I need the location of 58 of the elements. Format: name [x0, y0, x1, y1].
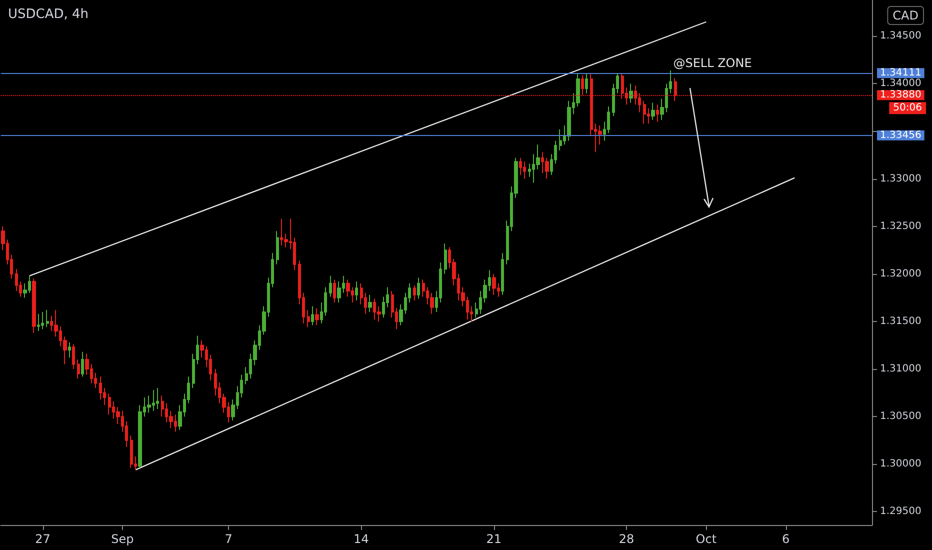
candlestick [32, 278, 36, 334]
candlestick [492, 273, 496, 296]
candlestick [643, 100, 646, 124]
y-tick-label: 1.33000 [880, 173, 922, 184]
candlestick [501, 252, 504, 296]
candlestick [72, 344, 75, 370]
candlestick [651, 102, 655, 120]
candlestick [444, 242, 447, 274]
candlestick [519, 157, 522, 176]
y-tick-label: 1.31500 [880, 316, 922, 327]
text: 50:06 [893, 102, 922, 114]
y-tick-label: 1.32500 [880, 220, 922, 232]
candlestick [46, 310, 49, 328]
candlestick [108, 393, 111, 416]
x-tick-label: Oct [696, 532, 717, 546]
x-tick-label: Sep [111, 532, 134, 546]
ref-line-label: 1.33456 [880, 130, 922, 141]
y-tick-label: 1.34000 [880, 78, 922, 90]
x-tick-label: 27 [35, 532, 50, 546]
y-tick-label: 1.31000 [880, 364, 922, 375]
candlestick [41, 311, 44, 330]
candlestick [315, 308, 319, 326]
candlestick [77, 359, 80, 380]
candlestick [329, 275, 332, 298]
y-tick-label: 1.30000 [880, 458, 922, 470]
x-tick-label: 14 [354, 532, 369, 546]
candlestick [130, 435, 133, 468]
candlestick [656, 104, 659, 122]
candlestick [523, 161, 526, 180]
text: USDCAD, 4h [8, 7, 89, 22]
candlestick [37, 313, 40, 332]
y-axis-title: CAD [892, 8, 918, 22]
candlestick [333, 279, 336, 303]
candlestick [307, 310, 310, 328]
ref-line-label: 1.34111 [880, 68, 922, 79]
ref-line-label: 1.33880 [880, 90, 922, 101]
candlestick [368, 294, 372, 312]
candlestick [68, 342, 71, 358]
y-tick-label: 1.29500 [880, 506, 922, 518]
y-tick-label: 1.32000 [880, 268, 922, 280]
x-tick-label: 21 [486, 532, 502, 546]
candlestick [559, 128, 562, 151]
candlestick [413, 284, 416, 302]
x-tick-label: 6 [782, 532, 790, 546]
candlestick [355, 281, 358, 302]
annotation: @SELL ZONE [673, 56, 752, 70]
candlestick [81, 351, 84, 378]
candlestick [311, 306, 314, 326]
y-tick-label: 1.34500 [880, 30, 922, 42]
x-tick-label: 7 [224, 532, 232, 546]
candlestick [156, 388, 159, 410]
candlestick [417, 277, 420, 300]
y-tick-label: 1.30500 [880, 411, 922, 422]
candlestick [585, 72, 588, 94]
candlestick [581, 74, 584, 96]
candlestick [276, 230, 279, 265]
candlestick [629, 83, 633, 104]
x-tick-label: 28 [618, 532, 634, 546]
